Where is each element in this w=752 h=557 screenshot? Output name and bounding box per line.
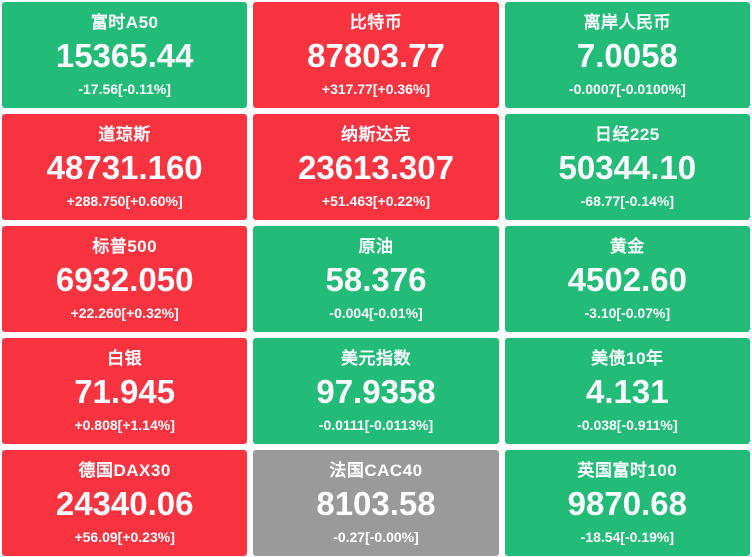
quote-tile-change: -0.0007[-0.0100%]	[568, 81, 686, 97]
quote-tile-name: 道琼斯	[98, 125, 151, 144]
quote-tile-price: 6932.050	[55, 261, 194, 298]
quote-tile-name: 比特币	[349, 13, 403, 32]
quote-tile-change: -0.0111[-0.0113%]	[318, 417, 434, 433]
quote-tile-name: 黄金	[609, 237, 645, 256]
quote-tile-price: 4502.60	[567, 261, 687, 298]
quote-tile-change: -68.77[-0.14%]	[580, 193, 675, 209]
quote-tile-name: 白银	[107, 349, 143, 368]
quote-tile-change: +51.463[+0.22%]	[321, 193, 431, 209]
quote-tile-change: -0.27[-0.00%]	[333, 529, 419, 545]
quote-tile[interactable]: 标普500 6932.050 +22.260[+0.32%]	[2, 226, 248, 332]
quote-tile-change: -0.004[-0.01%]	[329, 305, 423, 321]
quote-tile[interactable]: 白银 71.945 +0.808[+1.14%]	[2, 338, 248, 444]
quote-tile-price: 48731.160	[46, 149, 203, 186]
quote-tile-name: 原油	[358, 237, 394, 256]
quote-tile[interactable]: 黄金 4502.60 -3.10[-0.07%]	[504, 226, 750, 332]
quote-tile-change: +56.09[+0.23%]	[74, 529, 175, 545]
quote-tile[interactable]: 原油 58.376 -0.004[-0.01%]	[253, 226, 499, 332]
quote-tile-change: +317.77[+0.36%]	[321, 81, 431, 97]
quote-tile[interactable]: 英国富时100 9870.68 -18.54[-0.19%]	[504, 450, 750, 556]
quote-tile-name: 美债10年	[591, 349, 664, 368]
quote-tile-price: 87803.77	[307, 37, 445, 74]
quote-tile-name: 美元指数	[340, 349, 411, 368]
quote-tile-price: 8103.58	[316, 485, 436, 522]
quote-tile-price: 97.9358	[316, 373, 436, 410]
quote-tile[interactable]: 德国DAX30 24340.06 +56.09[+0.23%]	[2, 450, 248, 556]
quote-tile-change: +0.808[+1.14%]	[74, 417, 175, 433]
quote-tile[interactable]: 富时A50 15365.44 -17.56[-0.11%]	[2, 2, 248, 108]
quote-tile-price: 9870.68	[567, 485, 687, 522]
quote-tile-price: 24340.06	[55, 485, 194, 522]
quote-tile-name: 日经225	[594, 125, 660, 144]
quote-tile-name: 富时A50	[90, 13, 159, 32]
quote-tile-price: 50344.10	[558, 149, 697, 186]
quote-tile-change: -3.10[-0.07%]	[584, 305, 671, 321]
quote-tile-price: 15365.44	[55, 37, 194, 74]
quote-tile[interactable]: 法国CAC40 8103.58 -0.27[-0.00%]	[253, 450, 499, 556]
quote-tile[interactable]: 纳斯达克 23613.307 +51.463[+0.22%]	[253, 114, 499, 220]
quote-tile[interactable]: 日经225 50344.10 -68.77[-0.14%]	[504, 114, 750, 220]
quote-tile-name: 标普500	[92, 237, 158, 256]
quote-tile-price: 7.0058	[576, 37, 678, 74]
quote-tile-name: 离岸人民币	[583, 13, 672, 32]
quote-tile-price: 4.131	[586, 373, 669, 410]
quote-tile-change: +288.750[+0.60%]	[66, 193, 183, 209]
quote-tile-price: 58.376	[325, 261, 427, 298]
quote-tile[interactable]: 美元指数 97.9358 -0.0111[-0.0113%]	[253, 338, 499, 444]
quote-tile-change: -0.038[-0.911%]	[577, 417, 678, 433]
quote-tile-change: -18.54[-0.19%]	[580, 529, 675, 545]
quote-tile[interactable]: 道琼斯 48731.160 +288.750[+0.60%]	[2, 114, 248, 220]
quote-tile-change: +22.260[+0.32%]	[70, 305, 179, 321]
quote-tile-name: 法国CAC40	[329, 461, 423, 480]
quote-tile-name: 纳斯达克	[340, 125, 411, 144]
quote-tile-change: -17.56[-0.11%]	[78, 81, 171, 97]
quote-tile-price: 71.945	[74, 373, 176, 410]
quote-tile[interactable]: 离岸人民币 7.0058 -0.0007[-0.0100%]	[504, 2, 750, 108]
quote-tile[interactable]: 美债10年 4.131 -0.038[-0.911%]	[504, 338, 750, 444]
quote-tile-name: 德国DAX30	[78, 461, 171, 480]
quote-tile[interactable]: 比特币 87803.77 +317.77[+0.36%]	[253, 2, 499, 108]
quote-tile-name: 英国富时100	[577, 461, 678, 480]
quote-tile-price: 23613.307	[297, 149, 454, 186]
